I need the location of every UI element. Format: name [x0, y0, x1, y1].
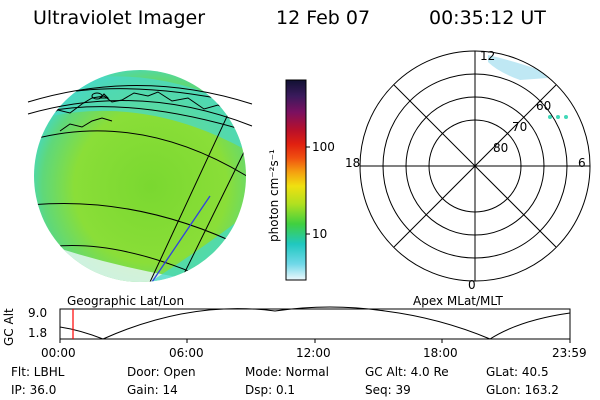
orbit-ylabel: GC Alt [2, 308, 16, 346]
orbit-xtick-0000: 00:00 [41, 346, 76, 360]
info-gc-alt: GC Alt: 4.0 Re [365, 365, 449, 379]
info-gain: Gain: 14 [127, 383, 178, 397]
orbit-xtick-1800: 18:00 [423, 346, 458, 360]
mlat-label-60: 60 [536, 99, 551, 113]
orbit-xtick-2359: 23:59 [552, 346, 587, 360]
geo-panel-label: Geographic Lat/Lon [67, 294, 185, 308]
orbit-plot [59, 306, 571, 343]
mlat-label-70: 70 [512, 120, 527, 134]
orbit-ytick-9: 9.0 [28, 306, 48, 320]
info-door: Door: Open [127, 365, 196, 379]
orbit-xtick-0600: 06:00 [169, 346, 204, 360]
info-mode: Mode: Normal [245, 365, 329, 379]
colorbar-tick-10: 10 [312, 227, 327, 241]
geographic-image [27, 70, 253, 282]
mlt-label-12: 12 [480, 49, 495, 63]
date-label: 12 Feb 07 [276, 7, 371, 29]
info-seq: Seq: 39 [365, 383, 411, 397]
instrument-title: Ultraviolet Imager [33, 7, 206, 29]
orbit-ytick-1-8: 1.8 [28, 326, 48, 340]
info-glon: GLon: 163.2 [486, 383, 559, 397]
mlt-label-0: 0 [468, 278, 476, 292]
info-glat: GLat: 40.5 [486, 365, 549, 379]
info-ip: IP: 36.0 [11, 383, 57, 397]
colorbar-tick-100: 100 [312, 140, 335, 154]
polar-plot: 12 18 6 0 60 70 80 [345, 49, 591, 292]
mlt-label-6: 6 [578, 156, 586, 170]
colorbar-unit-label: photon cm⁻²s⁻¹ [267, 149, 281, 242]
orbit-altitude-curve [59, 306, 571, 340]
info-dsp: Dsp: 0.1 [245, 383, 296, 397]
polar-panel-label: Apex MLat/MLT [413, 294, 503, 308]
colorbar: 100 10 photon cm⁻²s⁻¹ [267, 79, 335, 281]
orbit-xtick-1200: 12:00 [296, 346, 331, 360]
latlon-grid [34, 88, 246, 282]
mlt-label-18: 18 [345, 156, 360, 170]
mlat-label-80: 80 [493, 141, 508, 155]
time-label: 00:35:12 UT [429, 7, 546, 29]
info-flt: Flt: LBHL [11, 365, 65, 379]
